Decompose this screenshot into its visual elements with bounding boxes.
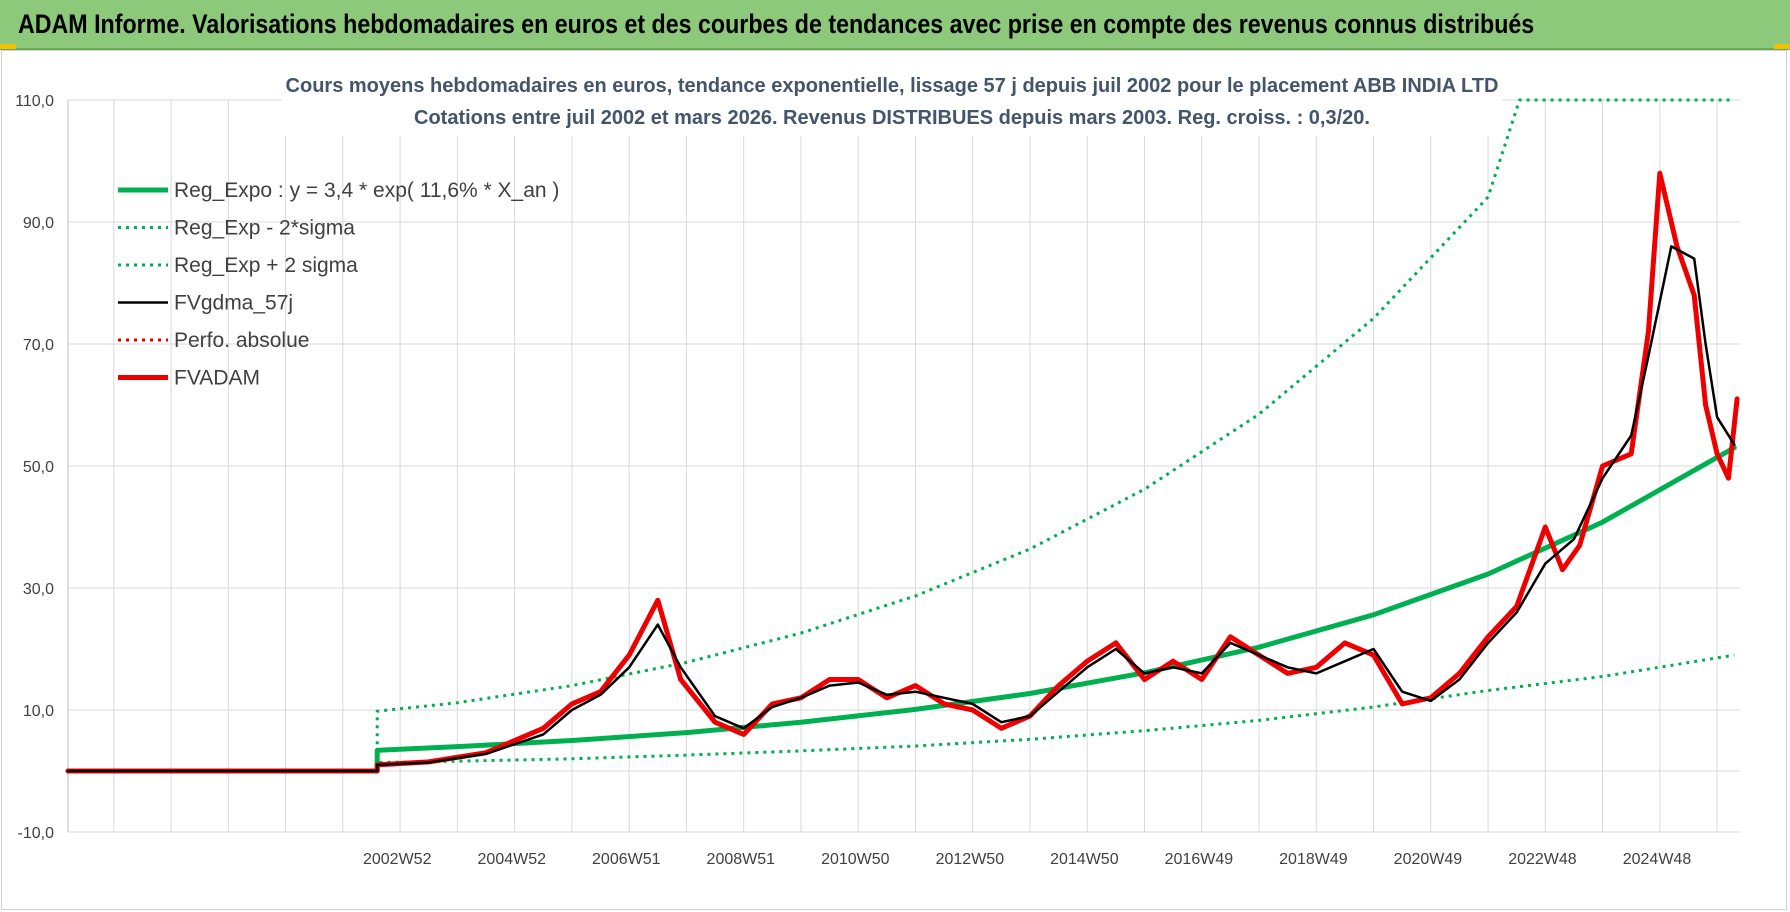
x-axis-ticks: 2002W52 2004W52 2006W51 2008W51 2010W50 2012W… xyxy=(363,851,1691,868)
y-tick-label: 10,0 xyxy=(23,703,54,720)
legend-label-1: Reg_Exp - 2*sigma xyxy=(174,217,355,240)
series-line-3 xyxy=(66,245,1736,773)
banner-corner-right xyxy=(1774,44,1790,49)
gridlines xyxy=(67,99,1740,833)
legend-label-5: FVADAM xyxy=(174,367,260,390)
banner-title: ADAM Informe. Valorisations hebdomadaire… xyxy=(18,9,1535,39)
x-tick-label: 2022W48 xyxy=(1508,851,1577,868)
banner-corner-left xyxy=(0,44,16,49)
series-line-0 xyxy=(65,445,1737,774)
y-tick-label: 110,0 xyxy=(15,93,54,110)
plot-series xyxy=(65,98,1740,774)
y-tick-label: 70,0 xyxy=(23,337,54,354)
legend: Reg_Expo : y = 3,4 * exp( 11,6% * X_an )… xyxy=(118,179,559,390)
x-tick-label: 2018W49 xyxy=(1279,851,1348,868)
x-tick-label: 2006W51 xyxy=(592,851,661,868)
x-tick-label: 2002W52 xyxy=(363,851,432,868)
chart-subtitle: Cotations entre juil 2002 et mars 2026. … xyxy=(414,107,1370,129)
legend-label-4: Perfo. absolue xyxy=(174,329,309,352)
x-tick-label: 2004W52 xyxy=(478,851,547,868)
y-tick-label: 30,0 xyxy=(23,581,54,598)
legend-label-0: Reg_Expo : y = 3,4 * exp( 11,6% * X_an ) xyxy=(174,179,559,202)
title-background xyxy=(282,68,1502,136)
x-tick-label: 2014W50 xyxy=(1050,851,1119,868)
y-axis-ticks: 110,0 90,0 70,0 50,0 30,0 10,0 -10,0 xyxy=(15,93,54,842)
x-tick-label: 2024W48 xyxy=(1623,851,1692,868)
series-line-2 xyxy=(68,98,1735,773)
y-tick-label: 90,0 xyxy=(23,215,54,232)
legend-label-3: FVgdma_57j xyxy=(174,292,293,315)
x-tick-label: 2016W49 xyxy=(1165,851,1234,868)
x-tick-label: 2008W51 xyxy=(707,851,776,868)
chart-title: Cours moyens hebdomadaires en euros, ten… xyxy=(286,75,1499,97)
y-tick-label: 50,0 xyxy=(23,459,54,476)
chart-frame xyxy=(1,50,1787,910)
y-tick-label: -10,0 xyxy=(18,825,55,842)
x-tick-label: 2010W50 xyxy=(821,851,890,868)
report-banner: ADAM Informe. Valorisations hebdomadaire… xyxy=(0,0,1790,50)
x-tick-label: 2020W49 xyxy=(1394,851,1463,868)
x-tick-label: 2012W50 xyxy=(936,851,1005,868)
legend-label-2: Reg_Exp + 2 sigma xyxy=(174,254,358,277)
